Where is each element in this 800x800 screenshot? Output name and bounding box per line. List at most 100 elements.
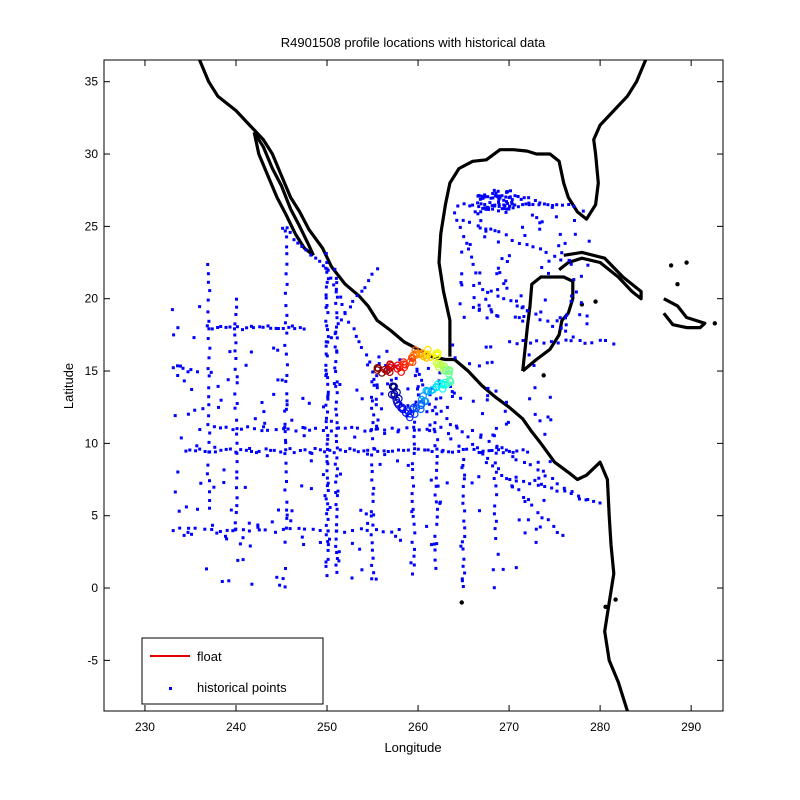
historical-point xyxy=(493,229,497,233)
historical-point xyxy=(481,206,485,210)
historical-point xyxy=(208,431,212,435)
historical-point xyxy=(501,567,505,571)
historical-point xyxy=(504,448,508,452)
historical-point xyxy=(546,415,550,419)
float-profile-point xyxy=(386,360,395,369)
historical-point xyxy=(206,423,210,427)
historical-point xyxy=(370,478,374,482)
historical-point xyxy=(371,421,375,425)
historical-point xyxy=(326,376,330,380)
historical-point xyxy=(272,392,276,396)
historical-point xyxy=(390,530,394,534)
historical-point xyxy=(473,210,477,214)
float-profile-point xyxy=(419,392,427,400)
y-tick-label: 10 xyxy=(85,436,99,450)
historical-point xyxy=(515,449,519,453)
historical-point xyxy=(461,501,465,505)
historical-point xyxy=(182,379,186,383)
historical-point xyxy=(569,492,573,495)
historical-point xyxy=(515,342,519,346)
historical-point xyxy=(436,507,439,511)
historical-point xyxy=(199,481,203,485)
historical-point xyxy=(517,242,521,245)
historical-point xyxy=(308,428,312,432)
historical-point xyxy=(510,202,514,206)
historical-point xyxy=(460,577,464,581)
historical-point xyxy=(206,337,210,340)
historical-point xyxy=(371,492,375,496)
coastline-segment xyxy=(521,275,575,373)
historical-point xyxy=(426,448,430,452)
historical-point xyxy=(504,233,508,237)
historical-point xyxy=(325,372,328,376)
historical-point xyxy=(339,472,342,476)
historical-point xyxy=(335,557,339,560)
historical-point xyxy=(290,324,294,328)
historical-point xyxy=(318,529,322,532)
historical-point xyxy=(217,405,220,409)
historical-point xyxy=(521,319,525,323)
historical-point xyxy=(325,469,329,473)
historical-point xyxy=(336,489,340,493)
historical-point xyxy=(539,247,542,251)
historical-point xyxy=(461,547,465,551)
historical-point xyxy=(335,350,339,354)
historical-point xyxy=(544,250,548,254)
historical-point xyxy=(414,400,418,404)
historical-point xyxy=(285,245,289,249)
historical-point xyxy=(207,319,211,323)
historical-point xyxy=(413,531,417,535)
historical-point xyxy=(461,448,465,451)
historical-point xyxy=(451,343,455,347)
historical-point xyxy=(181,366,185,370)
historical-point xyxy=(460,540,464,544)
historical-point xyxy=(410,499,414,503)
historical-point xyxy=(233,327,236,331)
historical-point xyxy=(477,303,481,307)
historical-point xyxy=(538,525,542,529)
historical-point xyxy=(219,325,223,328)
historical-point xyxy=(460,283,464,287)
historical-point xyxy=(324,296,328,300)
historical-point xyxy=(458,302,462,306)
historical-point xyxy=(207,414,211,418)
historical-point xyxy=(276,348,280,352)
historical-point xyxy=(598,338,602,342)
historical-point xyxy=(492,188,496,192)
historical-point xyxy=(262,410,266,414)
float-profile-point xyxy=(373,363,382,372)
historical-point xyxy=(539,310,543,314)
historical-point xyxy=(233,521,237,525)
historical-point xyxy=(538,201,542,205)
historical-point xyxy=(334,360,338,364)
historical-point xyxy=(374,397,378,401)
historical-point xyxy=(533,478,537,482)
historical-point xyxy=(386,450,390,453)
historical-point xyxy=(433,444,437,448)
historical-point xyxy=(586,263,590,267)
historical-point xyxy=(412,425,416,429)
historical-point xyxy=(491,207,495,211)
coastline xyxy=(198,60,718,711)
historical-point xyxy=(184,505,188,509)
historical-point xyxy=(435,455,439,458)
historical-point xyxy=(332,382,336,385)
historical-point xyxy=(307,401,311,405)
historical-point xyxy=(285,513,289,517)
historical-point xyxy=(304,248,308,252)
historical-point xyxy=(491,196,495,200)
historical-point xyxy=(347,320,351,324)
historical-point xyxy=(479,433,483,437)
historical-point xyxy=(536,468,540,472)
historical-point xyxy=(284,461,288,465)
historical-point xyxy=(385,349,389,353)
historical-point xyxy=(485,316,489,320)
historical-point xyxy=(311,527,315,531)
historical-point xyxy=(488,201,492,205)
historical-point xyxy=(434,500,438,504)
historical-point xyxy=(492,512,496,516)
island xyxy=(684,260,689,265)
historical-point xyxy=(284,379,288,383)
historical-point xyxy=(484,297,488,301)
historical-point xyxy=(196,507,199,511)
